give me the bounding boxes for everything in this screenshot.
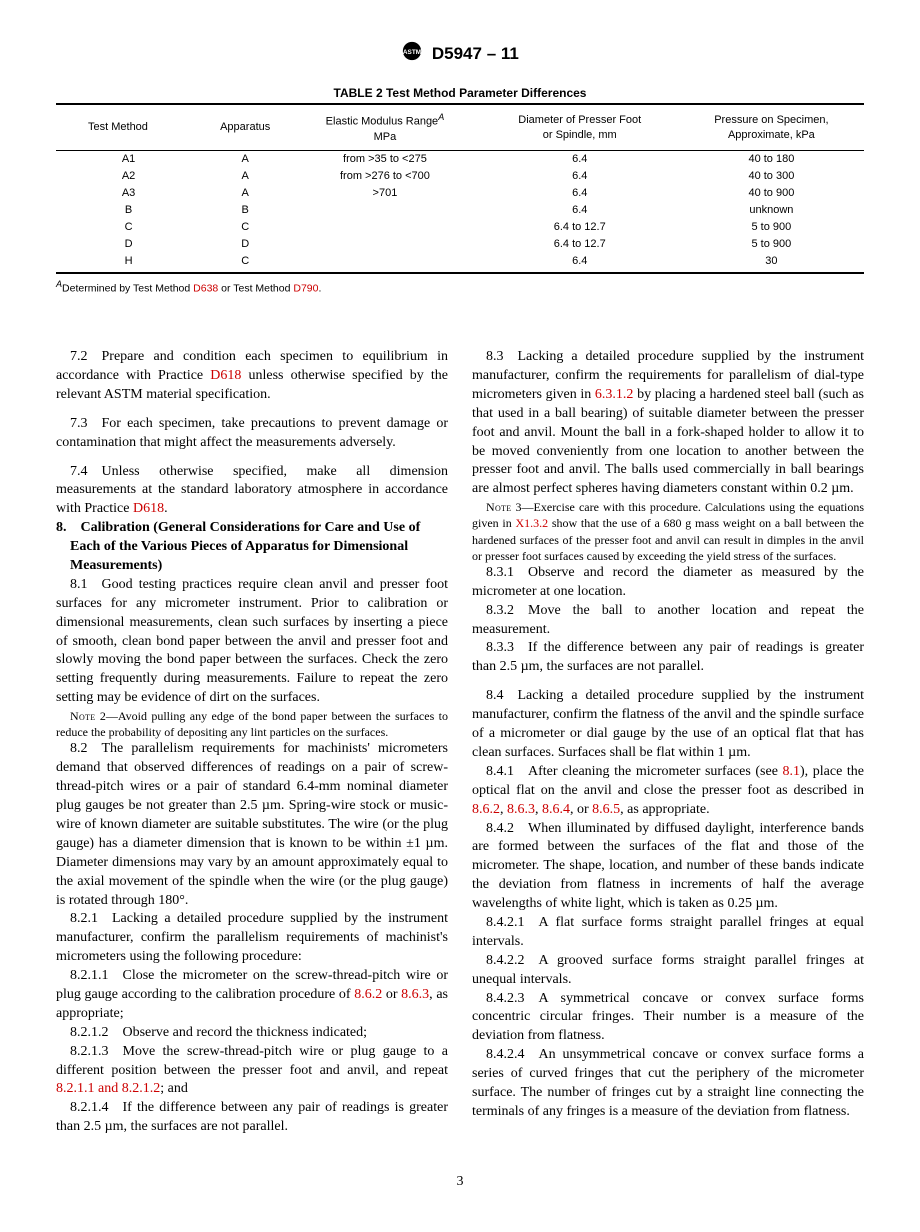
paragraph: 8.2.1.3 Move the screw-thread-pitch wire…	[56, 1043, 448, 1100]
parameter-table: Test Method Apparatus Elastic Modulus Ra…	[56, 103, 864, 274]
paragraph: 7.2 Prepare and condition each specimen …	[56, 348, 448, 405]
table-row: A2Afrom >276 to <7006.440 to 300	[56, 168, 864, 185]
page-number: 3	[56, 1173, 864, 1192]
reference-link[interactable]: 8.6.3	[401, 987, 429, 1002]
paragraph: 8.3.2 Move the ball to another location …	[472, 602, 864, 640]
column-header: Elastic Modulus RangeAMPa	[289, 104, 481, 151]
table-row: A3A>7016.440 to 900	[56, 185, 864, 202]
reference-link[interactable]: D618	[133, 501, 164, 516]
reference-link[interactable]: D618	[210, 368, 241, 383]
reference-link[interactable]: X1.3.2	[515, 516, 548, 530]
paragraph: 8.4.1 After cleaning the micrometer surf…	[472, 763, 864, 820]
paragraph: 8.2.1 Lacking a detailed procedure suppl…	[56, 910, 448, 967]
reference-link[interactable]: 8.2.1.1 and 8.2.1.2	[56, 1081, 160, 1096]
paragraph: 8.2.1.2 Observe and record the thickness…	[56, 1024, 448, 1043]
paragraph: 8.4.2.2 A grooved surface forms straight…	[472, 952, 864, 990]
table-row: A1Afrom >35 to <2756.440 to 180	[56, 151, 864, 168]
reference-link[interactable]: 8.6.3	[507, 802, 535, 817]
astm-logo-icon: ASTM	[401, 40, 423, 69]
table-row: BB6.4unknown	[56, 202, 864, 219]
paragraph: 8.3.1 Observe and record the diameter as…	[472, 564, 864, 602]
table-row: HC6.430	[56, 253, 864, 274]
reference-link[interactable]: 6.3.1.2	[595, 387, 634, 402]
table-row: DD6.4 to 12.75 to 900	[56, 236, 864, 253]
reference-link[interactable]: 8.6.5	[592, 802, 620, 817]
section-heading: 8. Calibration (General Considerations f…	[56, 519, 448, 576]
document-designation: D5947 – 11	[432, 44, 519, 63]
svg-text:ASTM: ASTM	[403, 49, 421, 56]
reference-link[interactable]: 8.6.4	[542, 802, 570, 817]
paragraph: 8.2 The parallelism requirements for mac…	[56, 740, 448, 910]
paragraph: 8.1 Good testing practices require clean…	[56, 576, 448, 708]
column-header: Diameter of Presser Footor Spindle, mm	[481, 104, 679, 151]
paragraph: 8.4.2.1 A flat surface forms straight pa…	[472, 914, 864, 952]
table-title: TABLE 2 Test Method Parameter Difference…	[56, 85, 864, 101]
reference-link[interactable]: D638	[193, 283, 218, 295]
paragraph: 8.3.3 If the difference between any pair…	[472, 639, 864, 677]
reference-link[interactable]: D790	[293, 283, 318, 295]
table-footnote: ADetermined by Test Method D638 or Test …	[56, 278, 864, 296]
body-columns: 7.2 Prepare and condition each specimen …	[56, 348, 864, 1137]
document-header: ASTM D5947 – 11	[56, 40, 864, 69]
column-header: Pressure on Specimen,Approximate, kPa	[679, 104, 864, 151]
paragraph: 8.4 Lacking a detailed procedure supplie…	[472, 687, 864, 763]
paragraph: 7.4 Unless otherwise specified, make all…	[56, 463, 448, 520]
reference-link[interactable]: 8.1	[783, 764, 801, 779]
column-header: Apparatus	[201, 104, 289, 151]
table-row: CC6.4 to 12.75 to 900	[56, 219, 864, 236]
paragraph: 8.2.1.4 If the difference between any pa…	[56, 1099, 448, 1137]
column-header: Test Method	[56, 104, 201, 151]
reference-link[interactable]: 8.6.2	[354, 987, 382, 1002]
paragraph: 8.4.2.3 A symmetrical concave or convex …	[472, 990, 864, 1047]
paragraph: 7.3 For each specimen, take precautions …	[56, 415, 448, 453]
paragraph: 8.4.2 When illuminated by diffused dayli…	[472, 820, 864, 914]
paragraph: 8.3 Lacking a detailed procedure supplie…	[472, 348, 864, 499]
note: Note 3—Exercise care with this procedure…	[472, 499, 864, 564]
paragraph: 8.4.2.4 An unsymmetrical concave or conv…	[472, 1046, 864, 1122]
paragraph: 8.2.1.1 Close the micrometer on the scre…	[56, 967, 448, 1024]
reference-link[interactable]: 8.6.2	[472, 802, 500, 817]
note: Note 2—Avoid pulling any edge of the bon…	[56, 708, 448, 740]
